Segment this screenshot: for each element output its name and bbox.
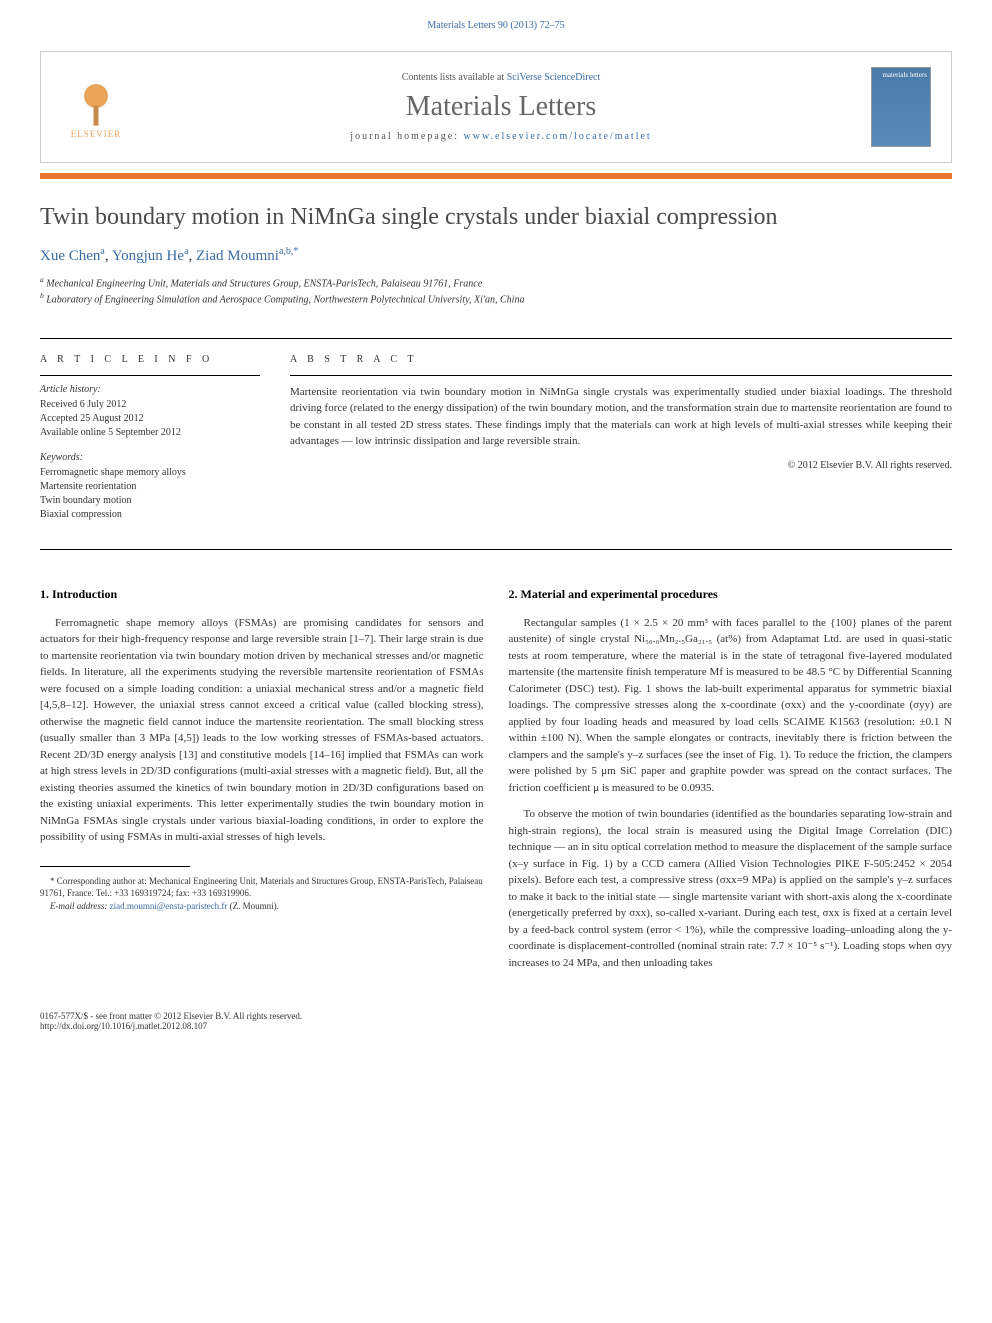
copyright-text: © 2012 Elsevier B.V. All rights reserved… xyxy=(290,460,952,471)
right-column: 2. Material and experimental procedures … xyxy=(509,585,953,982)
section-heading-intro: 1. Introduction xyxy=(40,585,484,603)
author-link[interactable]: Yongjun Hea xyxy=(112,248,189,264)
citation-text: Materials Letters 90 (2013) 72–75 xyxy=(427,20,564,31)
issn-line: 0167-577X/$ - see front matter © 2012 El… xyxy=(40,1011,302,1021)
keyword-item: Martensite reorientation xyxy=(40,480,260,494)
email-footnote: E-mail address: ziad.moumni@ensta-parist… xyxy=(40,900,484,913)
info-divider xyxy=(40,375,260,376)
scidirect-link[interactable]: SciVerse ScienceDirect xyxy=(507,72,601,83)
keyword-item: Twin boundary motion xyxy=(40,494,260,508)
journal-cover-thumbnail: materials letters xyxy=(871,67,931,147)
journal-name: Materials Letters xyxy=(131,91,871,123)
keyword-item: Ferromagnetic shape memory alloys xyxy=(40,466,260,480)
footnote-divider xyxy=(40,866,190,867)
email-suffix: (Z. Moumni). xyxy=(230,901,279,911)
email-label: E-mail address: xyxy=(50,901,110,911)
article-info-column: A R T I C L E I N F O Article history: R… xyxy=(40,354,260,534)
abstract-column: A B S T R A C T Martensite reorientation… xyxy=(290,354,952,534)
journal-center-block: Contents lists available at SciVerse Sci… xyxy=(131,72,871,142)
email-link[interactable]: ziad.moumni@ensta-paristech.fr xyxy=(110,901,228,911)
history-label: Article history: xyxy=(40,384,260,395)
keyword-item: Biaxial compression xyxy=(40,508,260,522)
history-item: Accepted 25 August 2012 xyxy=(40,412,260,426)
homepage-prefix: journal homepage: xyxy=(350,131,463,142)
journal-homepage: journal homepage: www.elsevier.com/locat… xyxy=(131,131,871,142)
article-title: Twin boundary motion in NiMnGa single cr… xyxy=(40,204,952,231)
section-heading-methods: 2. Material and experimental procedures xyxy=(509,585,953,603)
doi-link[interactable]: http://dx.doi.org/10.1016/j.matlet.2012.… xyxy=(40,1021,207,1031)
authors-list: Xue Chena, Yongjun Hea, Ziad Moumnia,b,* xyxy=(40,246,952,265)
section-divider xyxy=(40,549,952,550)
keywords-label: Keywords: xyxy=(40,452,260,463)
article-info-heading: A R T I C L E I N F O xyxy=(40,354,260,365)
methods-paragraph: Rectangular samples (1 × 2.5 × 20 mm³ wi… xyxy=(509,615,953,797)
page-header: Materials Letters 90 (2013) 72–75 xyxy=(0,0,992,41)
footer-left: 0167-577X/$ - see front matter © 2012 El… xyxy=(40,1011,302,1031)
elsevier-logo: ELSEVIER xyxy=(61,67,131,147)
author-link[interactable]: Ziad Moumnia,b,* xyxy=(196,248,298,264)
article-header-section: Twin boundary motion in NiMnGa single cr… xyxy=(0,179,992,323)
contents-prefix: Contents lists available at xyxy=(402,72,507,83)
methods-paragraph: To observe the motion of twin boundaries… xyxy=(509,806,953,971)
section-divider xyxy=(40,338,952,339)
abstract-text: Martensite reorientation via twin bounda… xyxy=(290,384,952,450)
page-footer: 0167-577X/$ - see front matter © 2012 El… xyxy=(0,1001,992,1051)
homepage-url[interactable]: www.elsevier.com/locate/matlet xyxy=(464,131,652,142)
keywords-block: Keywords: Ferromagnetic shape memory all… xyxy=(40,452,260,522)
elsevier-tree-icon xyxy=(71,76,121,126)
left-column: 1. Introduction Ferromagnetic shape memo… xyxy=(40,585,484,982)
contents-available: Contents lists available at SciVerse Sci… xyxy=(131,72,871,83)
journal-header-box: ELSEVIER Contents lists available at Sci… xyxy=(40,51,952,163)
abstract-divider xyxy=(290,375,952,376)
history-item: Available online 5 September 2012 xyxy=(40,426,260,440)
corresponding-author-footnote: * Corresponding author at: Mechanical En… xyxy=(40,875,484,900)
elsevier-name: ELSEVIER xyxy=(71,129,122,139)
affiliation: a Mechanical Engineering Unit, Materials… xyxy=(40,275,952,291)
journal-header-row: ELSEVIER Contents lists available at Sci… xyxy=(61,67,931,147)
history-item: Received 6 July 2012 xyxy=(40,398,260,412)
affiliation: b Laboratory of Engineering Simulation a… xyxy=(40,291,952,307)
author-link[interactable]: Xue Chena xyxy=(40,248,105,264)
cover-text: materials letters xyxy=(872,68,930,82)
article-history-block: Article history: Received 6 July 2012 Ac… xyxy=(40,384,260,440)
affiliations-list: a Mechanical Engineering Unit, Materials… xyxy=(40,275,952,308)
info-abstract-row: A R T I C L E I N F O Article history: R… xyxy=(0,354,992,534)
body-columns: 1. Introduction Ferromagnetic shape memo… xyxy=(0,565,992,1002)
intro-paragraph: Ferromagnetic shape memory alloys (FSMAs… xyxy=(40,615,484,846)
abstract-heading: A B S T R A C T xyxy=(290,354,952,365)
